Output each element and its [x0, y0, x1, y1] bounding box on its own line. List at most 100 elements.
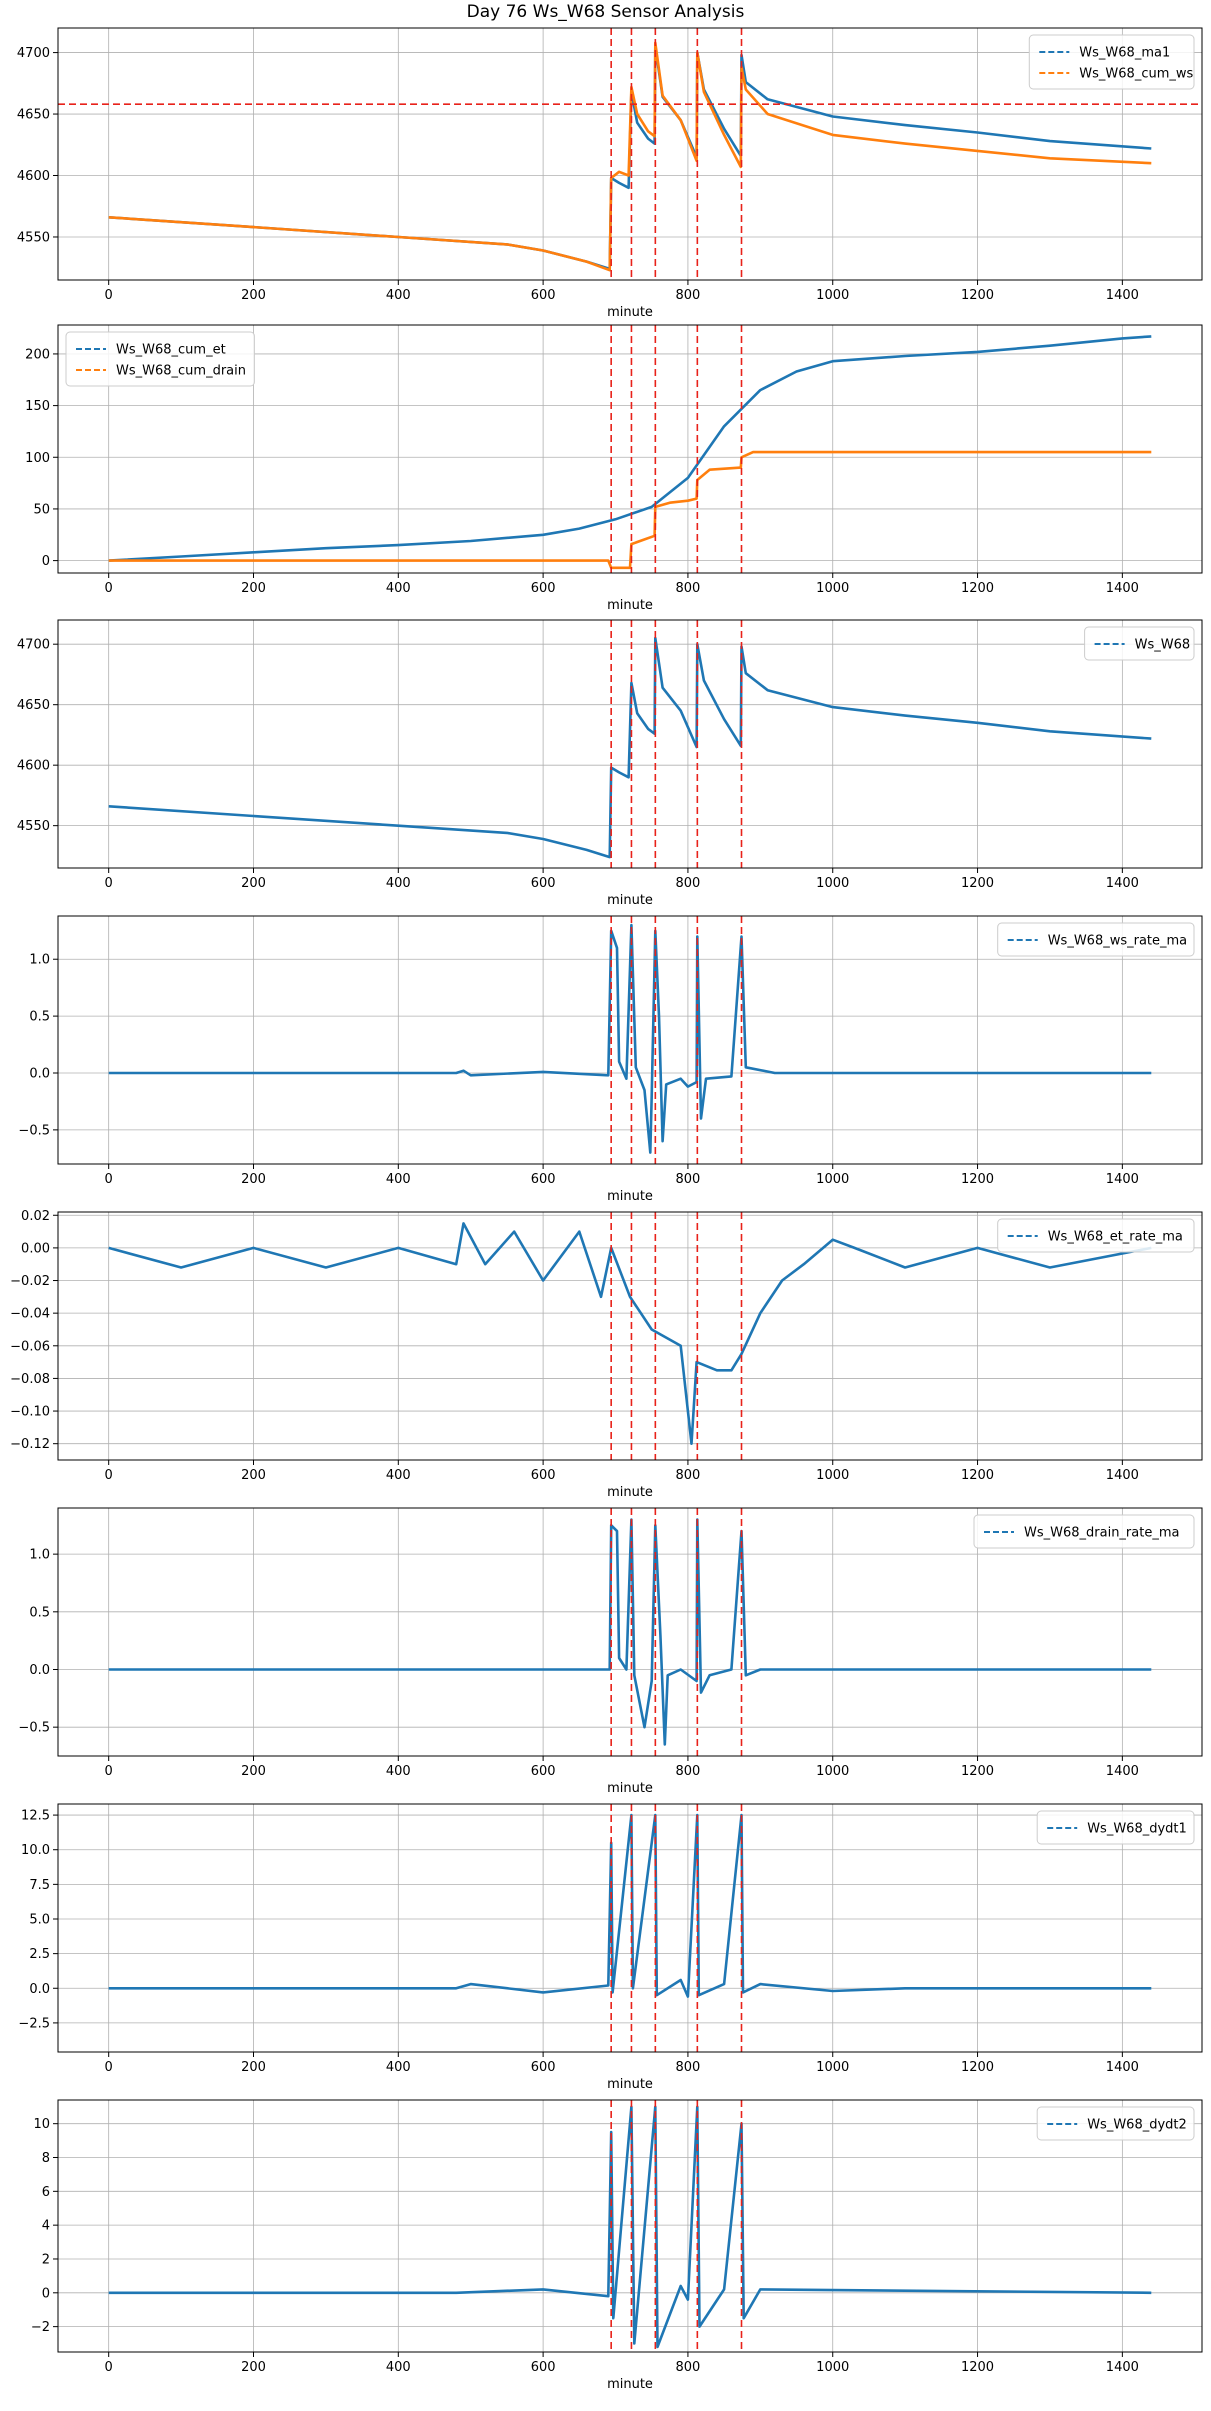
- series-group: [108, 335, 1152, 570]
- y-tick-label: 4600: [17, 169, 50, 184]
- y-tick-label: 50: [33, 502, 50, 517]
- y-tick-label: −0.5: [18, 1721, 50, 1736]
- x-tick-label: 1000: [816, 581, 849, 596]
- chart-panel-2: 0 200 400 600 800 1000 1200 1400 0 50 100 150 200 min…: [25, 324, 1203, 613]
- y-tick-label: 0.5: [29, 1605, 50, 1620]
- y-tick-label: 0.5: [29, 1010, 50, 1025]
- x-tick-label: 1200: [961, 876, 994, 891]
- legend-label: Ws_W68_ma1: [1079, 46, 1170, 61]
- y-tick-label: 2.5: [29, 1947, 50, 1962]
- axes-frame: [57, 619, 1203, 869]
- y-tick-label: 4650: [17, 698, 50, 713]
- x-tick-label: 0: [105, 1468, 113, 1483]
- x-tick-label: 1200: [961, 1468, 994, 1483]
- x-tick-label: 1200: [961, 1764, 994, 1779]
- series-group: [108, 1518, 1152, 1746]
- series-line-Ws_W68_cum_ws: [108, 41, 1152, 272]
- x-tick-label: 400: [386, 876, 411, 891]
- figure-title: Day 76 Ws_W68 Sensor Analysis: [466, 2, 745, 22]
- y-tick-label: 0.0: [29, 1982, 50, 1997]
- x-tick-label: 200: [241, 1764, 266, 1779]
- x-tick-label: 0: [105, 1172, 113, 1187]
- x-tick-label: 1400: [1106, 2060, 1139, 2075]
- chart-panel-7: 0 200 400 600 800 1000 1200 1400 −2.5 0.0 2.5 5.0 7.…: [18, 1803, 1203, 2092]
- legend: Ws_W68_et_rate_ma: [997, 1218, 1195, 1253]
- series-line-Ws_W68: [108, 636, 1152, 859]
- x-axis-label: minute: [607, 1781, 653, 1796]
- x-tick-label: 200: [241, 1172, 266, 1187]
- y-tick-label: 0: [42, 554, 50, 569]
- x-tick-label: 1200: [961, 1172, 994, 1187]
- axes-frame: [57, 27, 1203, 281]
- legend-box: [65, 331, 255, 387]
- legend-box: [1084, 626, 1195, 661]
- x-tick-label: 200: [241, 2360, 266, 2375]
- legend-box: [997, 922, 1195, 957]
- legend: Ws_W68: [1084, 626, 1195, 661]
- x-tick-label: 200: [241, 581, 266, 596]
- y-tick-label: −0.04: [10, 1307, 50, 1322]
- y-tick-label: 4600: [17, 759, 50, 774]
- y-tick-label: 4550: [17, 819, 50, 834]
- series-line-Ws_W68_dydt1: [108, 1813, 1152, 1998]
- y-tick-label: 4700: [17, 46, 50, 61]
- legend-label: Ws_W68_cum_et: [116, 343, 226, 358]
- y-tick-label: 7.5: [29, 1878, 50, 1893]
- x-tick-label: 1000: [816, 876, 849, 891]
- x-axis-label: minute: [607, 2077, 653, 2092]
- x-tick-label: 400: [386, 581, 411, 596]
- y-tick-label: −0.12: [10, 1437, 50, 1452]
- x-tick-label: 0: [105, 1764, 113, 1779]
- x-tick-label: 200: [241, 876, 266, 891]
- x-tick-label: 400: [386, 1468, 411, 1483]
- legend: Ws_W68_dydt2: [1036, 2106, 1195, 2141]
- series-group: [108, 1813, 1152, 1998]
- x-tick-label: 200: [241, 288, 266, 303]
- x-tick-label: 1000: [816, 288, 849, 303]
- series-line-Ws_W68_dydt2: [108, 2105, 1152, 2349]
- chart-panel-8: 0 200 400 600 800 1000 1200 1400 −2 0 2 4 6 8 10 minute…: [31, 2099, 1203, 2392]
- chart-panel-5: 0 200 400 600 800 1000 1200 1400 −0.12 −0.10 −0.08…: [10, 1209, 1203, 1500]
- chart-panel-1: 0 200 400 600 800 1000 1200 1400 4550 4600 4650 470…: [17, 27, 1203, 320]
- y-tick-label: −0.06: [10, 1339, 50, 1354]
- y-tick-label: 1.0: [29, 1548, 50, 1563]
- x-tick-label: 1200: [961, 2360, 994, 2375]
- legend-label: Ws_W68_et_rate_ma: [1048, 1230, 1183, 1245]
- x-tick-label: 1400: [1106, 876, 1139, 891]
- y-tick-label: 12.5: [21, 1809, 50, 1824]
- x-tick-label: 400: [386, 2360, 411, 2375]
- y-tick-label: 8: [42, 2151, 50, 2166]
- axes-frame: [57, 1507, 1203, 1757]
- y-tick-label: 10: [33, 2117, 50, 2132]
- y-tick-label: 10.0: [21, 1843, 50, 1858]
- x-tick-label: 1000: [816, 2060, 849, 2075]
- y-tick-label: −0.10: [10, 1405, 50, 1420]
- x-tick-label: 1000: [816, 1468, 849, 1483]
- legend: Ws_W68_ws_rate_ma: [997, 922, 1195, 957]
- series-group: [108, 636, 1152, 859]
- legend-label: Ws_W68: [1135, 638, 1191, 653]
- x-tick-label: 800: [676, 1468, 701, 1483]
- legend: Ws_W68_drain_rate_ma: [973, 1514, 1195, 1549]
- x-tick-label: 1400: [1106, 1172, 1139, 1187]
- x-tick-label: 1200: [961, 581, 994, 596]
- y-tick-label: 0.0: [29, 1066, 50, 1081]
- x-tick-label: 800: [676, 288, 701, 303]
- y-tick-label: 150: [25, 399, 50, 414]
- x-tick-label: 200: [241, 2060, 266, 2075]
- y-tick-label: 200: [25, 347, 50, 362]
- x-tick-label: 800: [676, 876, 701, 891]
- x-tick-label: 400: [386, 288, 411, 303]
- legend-box: [997, 1218, 1195, 1253]
- x-tick-label: 1000: [816, 1764, 849, 1779]
- x-tick-label: 1400: [1106, 2360, 1139, 2375]
- legend-label: Ws_W68_cum_ws: [1079, 67, 1193, 82]
- x-axis-label: minute: [607, 893, 653, 908]
- x-tick-label: 600: [531, 2360, 556, 2375]
- legend-label: Ws_W68_drain_rate_ma: [1024, 1526, 1179, 1541]
- x-tick-label: 600: [531, 581, 556, 596]
- chart-panel-6: 0 200 400 600 800 1000 1200 1400 −0.5 0.0 0.5 1.0 mi…: [18, 1507, 1203, 1796]
- x-axis-label: minute: [607, 1189, 653, 1204]
- axes-frame: [57, 1211, 1203, 1461]
- y-tick-label: 0.0: [29, 1663, 50, 1678]
